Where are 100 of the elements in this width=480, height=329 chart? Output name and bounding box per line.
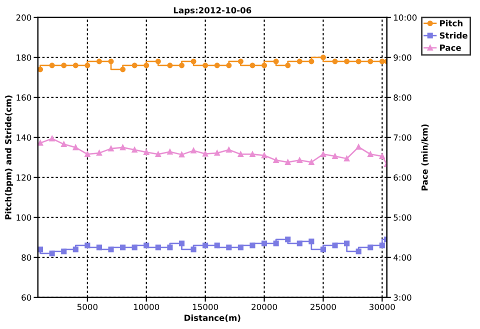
x-tick-label: 10000	[134, 304, 160, 310]
y-tick-label: 200	[16, 14, 32, 21]
point	[49, 62, 55, 68]
point	[61, 62, 67, 68]
point	[190, 246, 196, 252]
point	[261, 62, 268, 68]
y2-tick-label: 9:00	[394, 54, 412, 61]
x-tick-label: 20000	[252, 304, 277, 310]
point	[226, 62, 232, 68]
point	[368, 244, 374, 250]
point	[285, 236, 291, 242]
point	[308, 159, 314, 166]
point	[332, 58, 338, 64]
point	[61, 141, 67, 148]
legend-label: Stride	[440, 32, 468, 39]
point	[285, 62, 291, 68]
y-tick-label: 140	[16, 134, 32, 141]
point	[238, 151, 244, 158]
point	[214, 62, 220, 68]
point	[72, 246, 78, 252]
point	[190, 58, 196, 64]
x-tick-label: 25000	[310, 304, 336, 310]
point	[84, 62, 90, 68]
point	[108, 146, 114, 152]
point	[38, 140, 44, 146]
y-tick-label: 120	[16, 174, 32, 181]
point	[155, 151, 161, 158]
point	[296, 58, 302, 64]
point	[167, 62, 173, 68]
point	[120, 244, 126, 250]
point	[320, 246, 326, 252]
point	[379, 58, 385, 64]
y-tick-label: 160	[16, 94, 32, 101]
y2-axis-title: Pace (min/km)	[421, 124, 429, 190]
point	[190, 148, 196, 154]
chart-title: Laps:2012-10-06	[174, 7, 252, 16]
point	[132, 244, 138, 250]
point	[296, 240, 302, 246]
point	[84, 151, 90, 158]
point	[178, 152, 185, 158]
point	[332, 242, 338, 248]
point	[72, 62, 78, 68]
point	[250, 242, 256, 248]
point	[250, 151, 256, 158]
legend-label: Pace	[440, 44, 461, 51]
point	[226, 244, 232, 250]
x-tick-label: 15000	[192, 304, 218, 310]
x-tick-label: 30000	[370, 304, 395, 310]
y-tick-label: 80	[22, 254, 32, 261]
point	[108, 246, 114, 252]
y2-tick-label: 5:00	[394, 214, 412, 221]
point	[214, 242, 220, 248]
point	[379, 153, 385, 160]
x-axis-title: Distance(m)	[184, 314, 240, 322]
y-tick-label: 180	[16, 54, 32, 61]
point	[120, 66, 126, 72]
point	[202, 62, 208, 68]
point	[296, 157, 302, 164]
point	[379, 242, 385, 248]
point	[144, 62, 150, 68]
y2-tick-label: 4:00	[394, 254, 412, 261]
point	[344, 58, 350, 64]
point	[356, 58, 362, 64]
point	[320, 151, 326, 158]
point	[273, 58, 279, 64]
point	[132, 62, 138, 68]
point	[61, 248, 67, 254]
point	[368, 58, 374, 64]
point	[368, 151, 374, 158]
point	[344, 240, 350, 246]
y2-tick-label: 10:00	[394, 14, 417, 21]
point	[250, 62, 256, 68]
point	[155, 244, 161, 250]
y2-tick-label: 3:00	[394, 294, 412, 301]
point	[285, 159, 291, 166]
point	[238, 244, 244, 250]
point	[332, 153, 338, 160]
point	[144, 242, 150, 248]
point	[356, 144, 362, 150]
point	[344, 156, 350, 162]
point	[356, 248, 362, 254]
point	[308, 58, 314, 64]
y-tick-label: 100	[16, 214, 32, 221]
point	[144, 149, 150, 156]
point	[96, 58, 102, 64]
point	[49, 136, 55, 142]
point	[214, 150, 220, 156]
point	[261, 240, 268, 246]
point	[96, 244, 102, 250]
point	[273, 240, 279, 246]
y2-tick-label: 8:00	[394, 94, 412, 101]
point	[308, 238, 314, 244]
point	[202, 242, 208, 248]
point	[178, 240, 185, 246]
legend-label: Pitch	[440, 20, 462, 26]
point	[84, 242, 90, 248]
y2-tick-label: 7:00	[394, 134, 412, 141]
x-tick-label: 5000	[77, 304, 98, 310]
point	[320, 54, 326, 60]
point	[96, 150, 102, 156]
